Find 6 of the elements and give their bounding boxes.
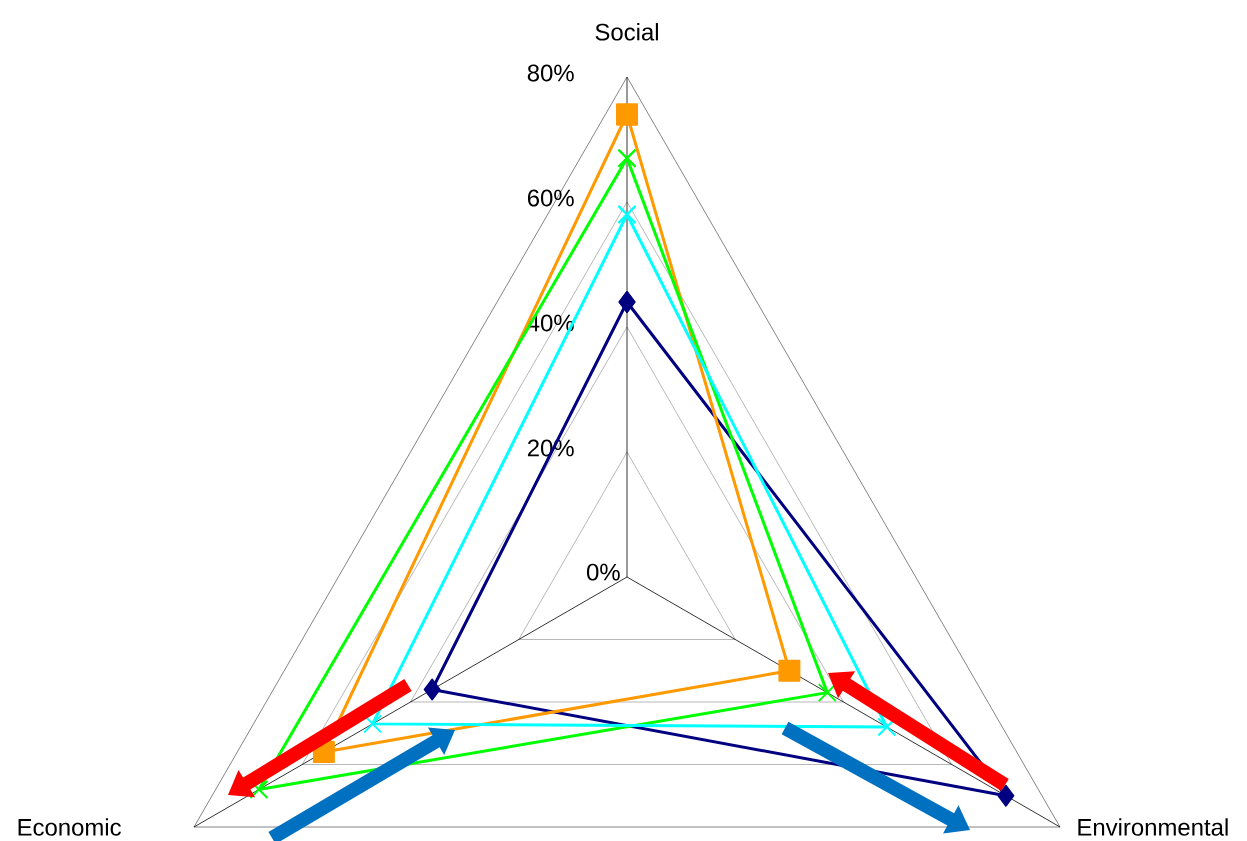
y-tick-label: 80% bbox=[527, 64, 574, 82]
y-tick-label: 0% bbox=[586, 563, 620, 581]
y-tick-label: 60% bbox=[527, 189, 574, 207]
spoke-label: Social bbox=[595, 23, 658, 41]
spoke-label: Environmental bbox=[1078, 818, 1228, 836]
spoke-label: Economic bbox=[18, 818, 121, 836]
